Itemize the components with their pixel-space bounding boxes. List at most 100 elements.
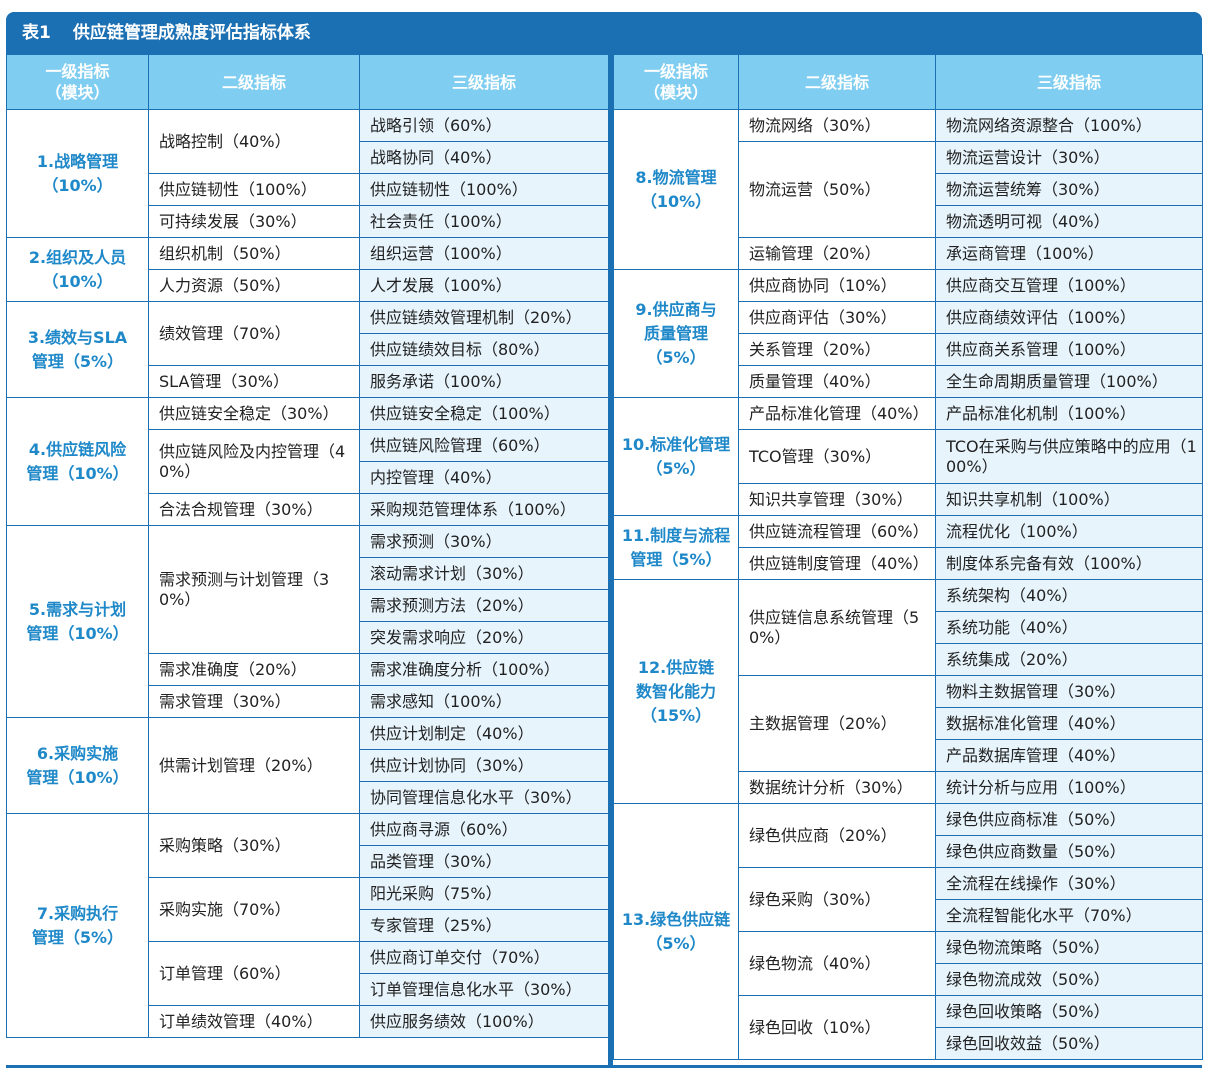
- table-row: SLA管理（30%） 服务承诺（100%）: [7, 365, 609, 398]
- module-label: 7.采购执行: [36, 903, 119, 923]
- module-label: 管理（5%）: [630, 549, 722, 569]
- level3-cell: 供应计划协同（30%）: [359, 749, 609, 782]
- level2-cell: 物流运营（50%）: [738, 141, 936, 238]
- level3-cell: 滚动需求计划（30%）: [359, 557, 609, 590]
- table-row: TCO管理（30%） TCO在采购与供应策略中的应用（100%）: [614, 429, 1203, 484]
- level3-cell: TCO在采购与供应策略中的应用（100%）: [935, 429, 1203, 484]
- table-row: 7.采购执行 管理（5%） 采购策略（30%） 供应商寻源（60%）: [6, 813, 609, 1038]
- level2-cell: 供应链流程管理（60%）: [738, 515, 936, 548]
- level3-cell: 数据标准化管理（40%）: [935, 707, 1203, 740]
- level3-cell: 绿色供应商标准（50%）: [935, 803, 1203, 836]
- table-row: 数据统计分析（30%） 统计分析与应用（100%）: [614, 771, 1203, 804]
- level3-cell: 系统架构（40%）: [935, 579, 1203, 612]
- level3-cell: 绿色回收效益（50%）: [935, 1027, 1203, 1060]
- table-title: 供应链管理成熟度评估指标体系: [72, 23, 311, 43]
- table-row: 协同管理信息化水平（30%）: [7, 781, 609, 814]
- module-label: 2.组织及人员: [28, 247, 127, 267]
- level2-cell: 供需计划管理（20%）: [148, 717, 360, 814]
- table-row: 运输管理（20%） 承运商管理（100%）: [614, 237, 1203, 270]
- module-label: 13.绿色供应链: [621, 909, 731, 929]
- level2-cell: 质量管理（40%）: [738, 365, 936, 398]
- module-cell: 5.需求与计划 管理（10%）: [6, 525, 149, 718]
- table-row: 供应链绩效目标（80%）: [7, 333, 609, 366]
- level3-cell: 物流透明可视（40%）: [935, 205, 1203, 238]
- table-row: 内控管理（40%）: [7, 461, 609, 494]
- module-cell: 4.供应链风险 管理（10%）: [6, 397, 149, 526]
- level3-cell: 产品标准化机制（100%）: [935, 397, 1203, 430]
- module-label: 4.供应链风险: [28, 439, 127, 459]
- level3-cell: 供应商寻源（60%）: [359, 813, 609, 846]
- level2-cell: 订单管理（60%）: [148, 941, 360, 1006]
- module-cell: 1.战略管理 （10%）: [6, 109, 149, 238]
- level2-cell: 供应链制度管理（40%）: [738, 547, 936, 580]
- level2-cell: 主数据管理（20%）: [738, 675, 936, 772]
- level3-cell: 需求感知（100%）: [359, 685, 609, 718]
- module-cell: 3.绩效与SLA 管理（5%）: [6, 301, 149, 398]
- table-row: 物流运营（50%） 物流运营设计（30%）: [614, 141, 1203, 238]
- level2-cell: 战略控制（40%）: [148, 109, 360, 174]
- level2-cell: 需求管理（30%）: [148, 685, 360, 718]
- level2-cell: 供应链信息系统管理（50%）: [738, 579, 936, 676]
- table-row: 可持续发展（30%） 社会责任（100%）: [7, 205, 609, 238]
- level3-cell: 统计分析与应用（100%）: [935, 771, 1203, 804]
- table-row: 绿色采购（30%） 全流程在线操作（30%）: [614, 867, 1203, 932]
- level2-cell: 需求预测与计划管理（30%）: [148, 525, 360, 654]
- header-level3: 三级指标: [935, 54, 1203, 110]
- level3-cell: 供应链绩效管理机制（20%）: [359, 301, 609, 334]
- module-label: 8.物流管理: [635, 167, 717, 187]
- level2-cell: 可持续发展（30%）: [148, 205, 360, 238]
- module-cell: 13.绿色供应链 （5%）: [613, 803, 739, 1060]
- module-label: 数智化能力: [635, 681, 716, 701]
- table-row: 1.战略管理 （10%） 战略控制（40%） 战略引领（60%）: [6, 109, 609, 238]
- header-level1: 一级指标 （模块）: [613, 54, 739, 110]
- table-row: 需求预测方法（20%）: [7, 589, 609, 622]
- table-row: 主数据管理（20%） 物料主数据管理（30%）: [614, 675, 1203, 772]
- level2-cell: 订单绩效管理（40%）: [148, 1005, 360, 1038]
- table-row: 质量管理（40%） 全生命周期质量管理（100%）: [614, 365, 1203, 398]
- module-label: 管理（5%）: [31, 351, 124, 371]
- module-label: 管理（5%）: [31, 927, 124, 947]
- header-level1: 一级指标 （模块）: [6, 54, 149, 110]
- level3-cell: 人才发展（100%）: [359, 269, 609, 302]
- table-row: 物流透明可视（40%）: [614, 205, 1203, 238]
- bottom-rule: [6, 1065, 1202, 1068]
- module-label: 10.标准化管理: [621, 434, 731, 454]
- level2-cell: 采购实施（70%）: [148, 877, 360, 942]
- level2-cell: 采购策略（30%）: [148, 813, 360, 878]
- level3-cell: 物流网络资源整合（100%）: [935, 109, 1203, 142]
- module-label: （15%）: [640, 705, 712, 725]
- table-row: 10.标准化管理 （5%） 产品标准化管理（40%） 产品标准化机制（100%）: [613, 397, 1203, 516]
- level3-cell: 供应链风险管理（60%）: [359, 429, 609, 462]
- level3-cell: 协同管理信息化水平（30%）: [359, 781, 609, 814]
- table-row: 绿色物流成效（50%）: [614, 963, 1203, 996]
- level3-cell: 服务承诺（100%）: [359, 365, 609, 398]
- table-row: 绿色供应商数量（50%）: [614, 835, 1203, 868]
- level3-cell: 战略引领（60%）: [359, 109, 609, 142]
- column-divider: [608, 54, 613, 1065]
- table-row: 物流运营统筹（30%）: [614, 173, 1203, 206]
- level3-cell: 供应商交互管理（100%）: [935, 269, 1203, 302]
- level3-cell: 流程优化（100%）: [935, 515, 1203, 548]
- level3-cell: 供应商订单交付（70%）: [359, 941, 609, 974]
- level3-cell: 阳光采购（75%）: [359, 877, 609, 910]
- module-label: 管理（10%）: [26, 623, 129, 643]
- level3-cell: 绿色物流策略（50%）: [935, 931, 1203, 964]
- level3-cell: 战略协同（40%）: [359, 141, 609, 174]
- table-row: 供应链韧性（100%） 供应链韧性（100%）: [7, 173, 609, 206]
- level3-cell: 内控管理（40%）: [359, 461, 609, 494]
- level2-cell: TCO管理（30%）: [738, 429, 936, 484]
- table-row: 数据标准化管理（40%）: [614, 707, 1203, 740]
- table-row: 2.组织及人员 （10%） 组织机制（50%） 组织运营（100%）: [6, 237, 609, 302]
- table-row: 突发需求响应（20%）: [7, 621, 609, 654]
- level3-cell: 物流运营统筹（30%）: [935, 173, 1203, 206]
- table-row: 绿色物流（40%） 绿色物流策略（50%）: [614, 931, 1203, 996]
- level2-cell: 供应链风险及内控管理（40%）: [148, 429, 360, 494]
- table-title-bar: 表1 供应链管理成熟度评估指标体系: [6, 12, 1202, 54]
- right-indicator-table: 一级指标 （模块） 二级指标 三级指标 8.物流管理 （10%） 物流网络（30%）物…: [613, 54, 1203, 1060]
- table-row: 供应计划协同（30%）: [7, 749, 609, 782]
- module-cell: 7.采购执行 管理（5%）: [6, 813, 149, 1038]
- level3-cell: 采购规范管理体系（100%）: [359, 493, 609, 526]
- level2-cell: 绩效管理（70%）: [148, 301, 360, 366]
- table-row: 人力资源（50%） 人才发展（100%）: [7, 269, 609, 302]
- table-row: 战略协同（40%）: [7, 141, 609, 174]
